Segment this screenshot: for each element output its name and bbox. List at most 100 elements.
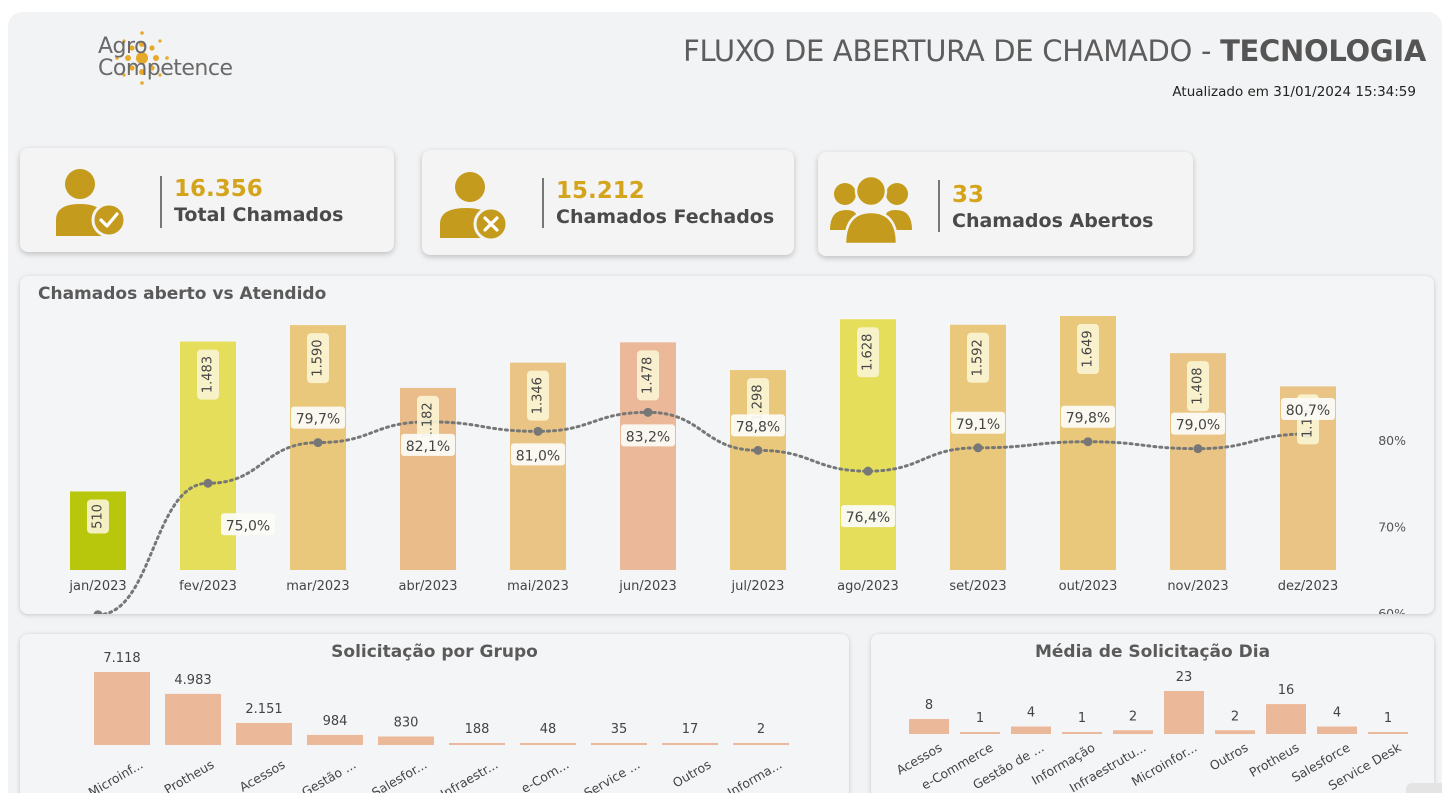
user-x-icon xyxy=(440,172,509,242)
bar-value-label: 984 xyxy=(323,714,348,729)
bar xyxy=(1266,704,1306,734)
pct-label: 83,2% xyxy=(626,429,670,445)
bar-value-label: 48 xyxy=(540,722,557,737)
line-point xyxy=(93,610,103,614)
bar-label-bg xyxy=(1187,361,1209,412)
x-tick-label: fev/2023 xyxy=(179,579,237,594)
x-tick-label: Informa... xyxy=(725,757,785,793)
bar-value-label: 1.590 xyxy=(311,339,326,376)
pct-label: 75,0% xyxy=(226,518,270,534)
pct-label-bg xyxy=(621,424,675,447)
x-tick-label: ago/2023 xyxy=(837,579,899,594)
x-tick-label: abr/2023 xyxy=(398,579,457,594)
group-bar-chart: 7.118 Microinf... 4.983 Protheus 2.151 Acesso… xyxy=(86,651,789,793)
x-tick-label: mai/2023 xyxy=(507,579,569,594)
bar-value-label: 1 xyxy=(976,711,984,726)
x-tick-label: jul/2023 xyxy=(731,579,785,594)
x-tick-label: Protheus xyxy=(162,757,217,793)
bar-value-label: 1 xyxy=(1384,711,1392,726)
kpi-card-open[interactable]: 33 Chamados Abertos xyxy=(818,152,1193,256)
updated-timestamp: Atualizado em 31/01/2024 15:34:59 xyxy=(1172,84,1416,100)
kpi-label: Chamados Fechados xyxy=(556,206,775,228)
bar-value-label: 8 xyxy=(925,698,933,713)
pct-label: 80,7% xyxy=(1286,403,1330,419)
x-tick-label: jun/2023 xyxy=(618,579,677,594)
line-point xyxy=(313,438,323,448)
kpi-value: 33 xyxy=(952,182,985,208)
bar-value-label: 1.182 xyxy=(421,402,436,439)
bar xyxy=(960,732,1000,734)
series-line xyxy=(96,410,1310,614)
x-tick-label: Salesfor... xyxy=(369,757,430,793)
bar-value-label: 1.649 xyxy=(1081,330,1096,367)
line-point xyxy=(203,478,213,488)
pct-label-bg xyxy=(951,411,1005,434)
bar xyxy=(307,734,363,745)
bar-value-label: 510 xyxy=(91,504,106,529)
chart-title: Chamados aberto vs Atendido xyxy=(38,284,327,304)
x-tick-label: Acessos xyxy=(237,757,288,793)
title-main: FLUXO DE ABERTURA DE CHAMADO - xyxy=(683,34,1221,68)
kpi-card-total[interactable]: 16.356 Total Chamados xyxy=(20,148,394,252)
logo-line2: Competence xyxy=(98,56,233,81)
x-tick-label: out/2023 xyxy=(1059,579,1118,594)
pct-label-bg xyxy=(731,414,785,437)
combo-chart: 80%·70%·60%·jan/2023fev/2023mar/2023abr/… xyxy=(68,316,1406,614)
x-tick-label: Outros xyxy=(1207,740,1251,774)
bar-value-label: 1.628 xyxy=(861,334,876,371)
y2-tick-label: 80% xyxy=(1378,433,1406,448)
y2-tick-mark: · xyxy=(1384,436,1387,447)
bar-value-label: 7.118 xyxy=(103,651,140,666)
bar-value-label: 17 xyxy=(682,722,699,737)
pct-label: 78,8% xyxy=(736,419,780,435)
line-point xyxy=(973,443,983,453)
logo-text: Agro Competence xyxy=(98,36,233,80)
x-tick-label: jan/2023 xyxy=(68,579,126,594)
pct-label: 79,8% xyxy=(1066,411,1110,427)
x-tick-label: Outros xyxy=(670,757,714,791)
bar-value-label: 830 xyxy=(394,715,419,730)
bar-label-bg xyxy=(307,333,329,384)
pct-label: 79,7% xyxy=(296,412,340,428)
pct-label: 82,1% xyxy=(406,439,450,455)
kpi-card-closed[interactable]: 15.212 Chamados Fechados xyxy=(422,150,794,255)
pct-label: 79,1% xyxy=(956,417,1000,433)
bar-label-bg xyxy=(857,327,879,378)
x-tick-label: Gestão ... xyxy=(299,757,358,793)
bar-value-label: 4 xyxy=(1333,706,1341,721)
pct-label-bg xyxy=(511,443,565,466)
bar-label-bg xyxy=(1077,324,1099,374)
x-tick-label: Service ... xyxy=(581,757,642,793)
line-point xyxy=(1083,437,1093,447)
bar-value-label: 4.983 xyxy=(174,673,211,688)
y2-tick-mark: · xyxy=(1384,523,1387,534)
bar-value-label: 23 xyxy=(1176,670,1193,685)
chart-panel-daily-average: Média de Solicitação Dia 8 Acessos 1 e-Comm… xyxy=(871,634,1434,793)
kpi-value: 15.212 xyxy=(556,178,645,204)
page-title: FLUXO DE ABERTURA DE CHAMADO - TECNOLOGI… xyxy=(683,34,1426,68)
x-tick-label: nov/2023 xyxy=(1167,579,1228,594)
x-tick-label: Infraestr... xyxy=(438,757,501,793)
bar-label-bg xyxy=(527,370,549,421)
x-tick-label: dez/2023 xyxy=(1278,579,1339,594)
chart-title: Solicitação por Grupo xyxy=(331,642,538,662)
bar-value-label: 2.151 xyxy=(245,702,282,717)
bar-value-label: 1.592 xyxy=(971,339,986,376)
bar xyxy=(1164,691,1204,734)
bar-label-bg xyxy=(417,395,439,446)
bar xyxy=(236,722,292,745)
kpi-divider xyxy=(542,178,544,228)
bar xyxy=(1062,732,1102,734)
logo-line1: Agro xyxy=(98,34,148,59)
bar xyxy=(520,743,576,745)
line-point xyxy=(753,445,763,455)
y2-tick-label: 60% xyxy=(1378,606,1406,614)
kpi-divider xyxy=(160,176,162,228)
bar-value-label: 1.346 xyxy=(531,377,546,414)
bar-value-label: 2 xyxy=(1231,709,1239,724)
bar xyxy=(1113,730,1153,734)
kpi-label: Total Chamados xyxy=(174,204,344,226)
pct-label: 76,4% xyxy=(846,510,890,526)
pct-label-bg xyxy=(1171,412,1225,435)
